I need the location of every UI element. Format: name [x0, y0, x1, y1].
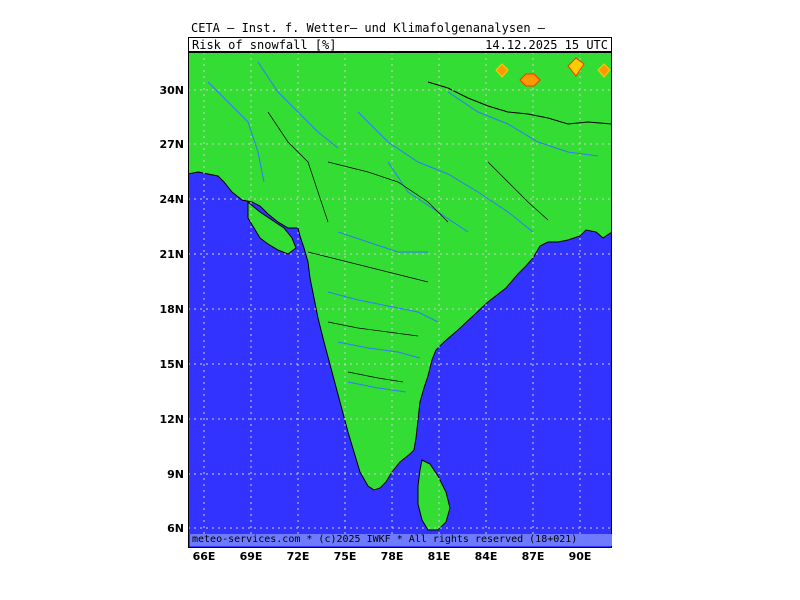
lon-label-78e: 78E: [380, 550, 404, 563]
lat-label-24n: 24N: [159, 193, 184, 206]
snowfall-risk-map: [188, 52, 612, 548]
valid-time: 14.12.2025 15 UTC: [485, 38, 608, 52]
parameter-label: Risk_of_snowfall_[%]: [192, 38, 337, 52]
lat-label-15n: 15N: [159, 358, 184, 371]
map-frame: [188, 52, 612, 548]
kathiawar-peninsula: [247, 200, 297, 255]
snow-patch-4: [597, 63, 611, 78]
lat-label-12n: 12N: [159, 413, 184, 426]
lon-label-87e: 87E: [521, 550, 545, 563]
snow-patch-2: [519, 73, 541, 87]
credit-line: meteo-services.com * (c)2025 IWKF * All …: [190, 534, 612, 546]
lat-label-21n: 21N: [159, 248, 184, 261]
snow-patch-3: [567, 57, 585, 77]
land-area: [188, 52, 612, 491]
graticule: [188, 52, 612, 548]
lat-label-30n: 30N: [159, 84, 184, 97]
state-borders: [267, 111, 549, 383]
lon-label-66e: 66E: [192, 550, 216, 563]
parameter-bar: Risk_of_snowfall_[%] 14.12.2025 15 UTC: [188, 37, 612, 52]
lon-label-69e: 69E: [239, 550, 263, 563]
lat-label-9n: 9N: [167, 468, 184, 481]
chart-title: CETA — Inst. f. Wetter— und Klimafolgena…: [191, 21, 546, 35]
lon-label-90e: 90E: [568, 550, 592, 563]
sri-lanka: [417, 459, 451, 531]
lon-label-75e: 75E: [333, 550, 357, 563]
lat-label-27n: 27N: [159, 138, 184, 151]
snow-patch-1: [495, 63, 509, 78]
lat-label-6n: 6N: [167, 522, 184, 535]
lat-label-18n: 18N: [159, 303, 184, 316]
snow-risk-patches: [495, 57, 611, 87]
lon-label-72e: 72E: [286, 550, 310, 563]
rivers: [207, 61, 599, 393]
himalaya-border: [427, 81, 612, 125]
lon-label-81e: 81E: [427, 550, 451, 563]
lon-label-84e: 84E: [474, 550, 498, 563]
